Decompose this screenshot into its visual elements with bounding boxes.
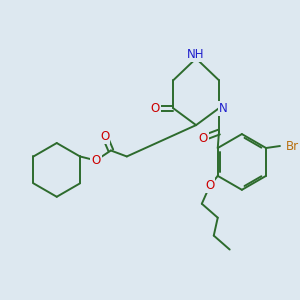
Text: O: O xyxy=(151,102,160,115)
Text: O: O xyxy=(205,179,214,192)
Text: N: N xyxy=(219,102,227,115)
Text: NH: NH xyxy=(187,48,205,61)
Text: Br: Br xyxy=(286,140,299,152)
Text: O: O xyxy=(91,154,101,167)
Text: O: O xyxy=(198,132,208,145)
Text: O: O xyxy=(100,130,110,143)
